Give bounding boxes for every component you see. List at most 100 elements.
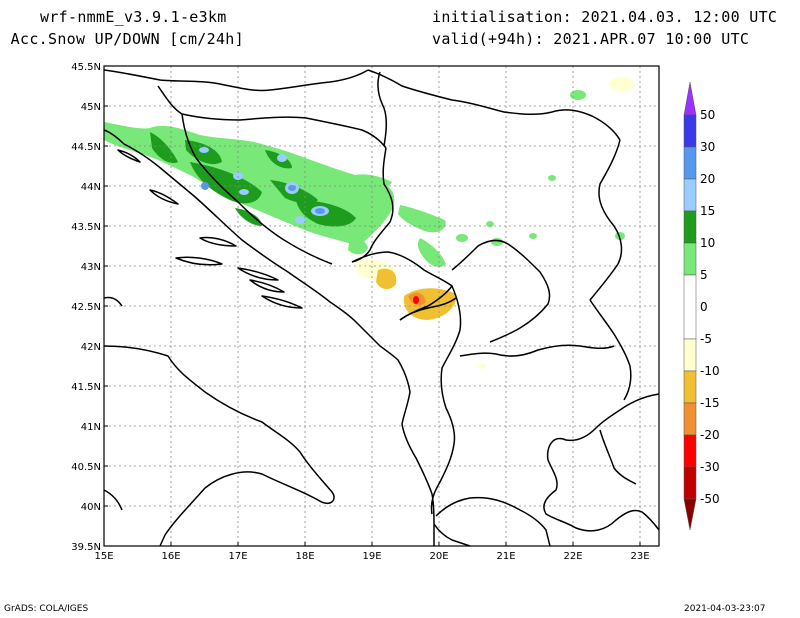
- colorbar-label: 0: [700, 300, 708, 314]
- lon-label: 23E: [630, 551, 649, 562]
- snow-core-7: [235, 208, 262, 226]
- colorbar-label: 10: [700, 236, 715, 250]
- colorbar-label: -30: [700, 460, 720, 474]
- lon-label: 21E: [496, 551, 515, 562]
- snow-core-1: [150, 132, 178, 164]
- colorbar-labels: 50 30 20 15 10 5 0 -5 -10 -15 -20 -30 -5…: [700, 108, 720, 506]
- lon-label: 17E: [228, 551, 247, 562]
- lat-label: 43N: [81, 262, 101, 273]
- colorbar-cell: [683, 146, 697, 180]
- border-macedonia-south: [459, 344, 615, 357]
- italy-gargano: [103, 296, 123, 307]
- lon-label: 15E: [94, 551, 113, 562]
- border-serbia-north: [367, 69, 621, 141]
- snow-patch-e2: [491, 238, 503, 246]
- coastlines: [103, 129, 471, 547]
- greek-west: [435, 496, 551, 547]
- colorbar-label: -5: [700, 332, 712, 346]
- colorbar-cell: [683, 466, 697, 500]
- island-3: [199, 236, 237, 247]
- snow-max-8: [239, 189, 249, 195]
- border-sava: [157, 85, 387, 149]
- colorbar-cell: [683, 402, 697, 436]
- chalkidiki: [599, 429, 637, 485]
- lat-label: 41.5N: [71, 382, 101, 393]
- model-title: wrf-nmmE_v3.9.1-e3km: [40, 8, 227, 26]
- lon-label: 19E: [362, 551, 381, 562]
- lat-label: 45.5N: [71, 62, 101, 73]
- colorbar-cell: [683, 210, 697, 244]
- border-bulgaria: [589, 299, 632, 401]
- snow-patch-ne2: [548, 175, 556, 181]
- snow-patch-e5: [486, 221, 494, 227]
- colorbar-cell: [683, 178, 697, 212]
- colorbar-label: 50: [700, 108, 715, 122]
- snow-max-2: [277, 154, 287, 162]
- aegean-coast: [543, 393, 660, 532]
- colorbar-label: 5: [700, 268, 708, 282]
- field-title: n Acc.Snow UP/DOWN [cm/24h]: [0, 30, 244, 48]
- melt-yellow-1: [376, 268, 397, 290]
- colorbar-bottom-arrow: [683, 498, 697, 531]
- colorbar-label: 30: [700, 140, 715, 154]
- colorbar-cell: [683, 274, 697, 340]
- island-6: [249, 279, 285, 293]
- snow-patch-e3: [529, 233, 537, 239]
- borders: [103, 69, 660, 547]
- colorbar-label: 15: [700, 204, 715, 218]
- colorbar-cell: [683, 434, 697, 468]
- snow-max-3b: [288, 185, 296, 191]
- border-serbia-east: [589, 139, 623, 301]
- lat-label: 44.5N: [71, 142, 101, 153]
- island-1: [117, 149, 141, 163]
- border-bosnia-west: [181, 113, 333, 265]
- lat-label: 43.5N: [71, 222, 101, 233]
- italy-coast: [103, 345, 335, 547]
- colorbar-cell: [683, 338, 697, 372]
- lat-label: 39.5N: [71, 542, 101, 553]
- border-north: [103, 69, 369, 92]
- snow-patch-se: [398, 205, 446, 233]
- lat-label: 40N: [81, 502, 101, 513]
- lat-label: 42N: [81, 342, 101, 353]
- lat-label: 41N: [81, 422, 101, 433]
- footer-credit: GrADS: COLA/IGES: [4, 604, 89, 614]
- lat-label: 44N: [81, 182, 101, 193]
- border-albania-north: [399, 297, 457, 321]
- italy-heel: [103, 489, 123, 511]
- island-4: [175, 256, 223, 266]
- melt-pale-ne: [610, 77, 634, 91]
- colorbar-label: 20: [700, 172, 715, 186]
- colorbar-cell: [683, 114, 697, 148]
- border-montenegro: [351, 251, 453, 321]
- colorbar-label: -20: [700, 428, 720, 442]
- border-kosovo: [451, 239, 551, 343]
- greek-coast: [433, 523, 471, 547]
- lat-label: 40.5N: [71, 462, 101, 473]
- snow-patch-ne1: [570, 90, 586, 100]
- lat-label: 45N: [81, 102, 101, 113]
- adriatic-east-coast: [103, 129, 435, 546]
- lon-label: 20E: [429, 551, 448, 562]
- melt-pale-s: [478, 363, 486, 369]
- lon-label: 16E: [161, 551, 180, 562]
- lat-label: 42.5N: [71, 302, 101, 313]
- island-5: [237, 267, 279, 281]
- colorbar-cell: [683, 370, 697, 404]
- lon-label: 18E: [295, 551, 314, 562]
- colorbar-top-arrow: [683, 81, 697, 116]
- snow-patch-e4: [615, 232, 625, 240]
- border-albania-east: [430, 285, 462, 515]
- snow-patch-mont: [417, 238, 446, 267]
- snow-patch-e1: [456, 234, 468, 242]
- footer-timestamp: 2021-04-03-23:07: [684, 604, 766, 614]
- colorbar-label: -10: [700, 364, 720, 378]
- valid-time: valid(+94h): 2021.APR.07 10:00 UTC: [432, 30, 750, 48]
- colorbar-cell: [683, 242, 697, 276]
- melt-red: [413, 296, 419, 304]
- snow-max-4b: [315, 208, 325, 214]
- snow-patch-mont2: [348, 237, 368, 255]
- lat-labels: 45.5N 45N 44.5N 44N 43.5N 43N 42.5N 42N …: [71, 62, 101, 553]
- graticule: [104, 66, 659, 546]
